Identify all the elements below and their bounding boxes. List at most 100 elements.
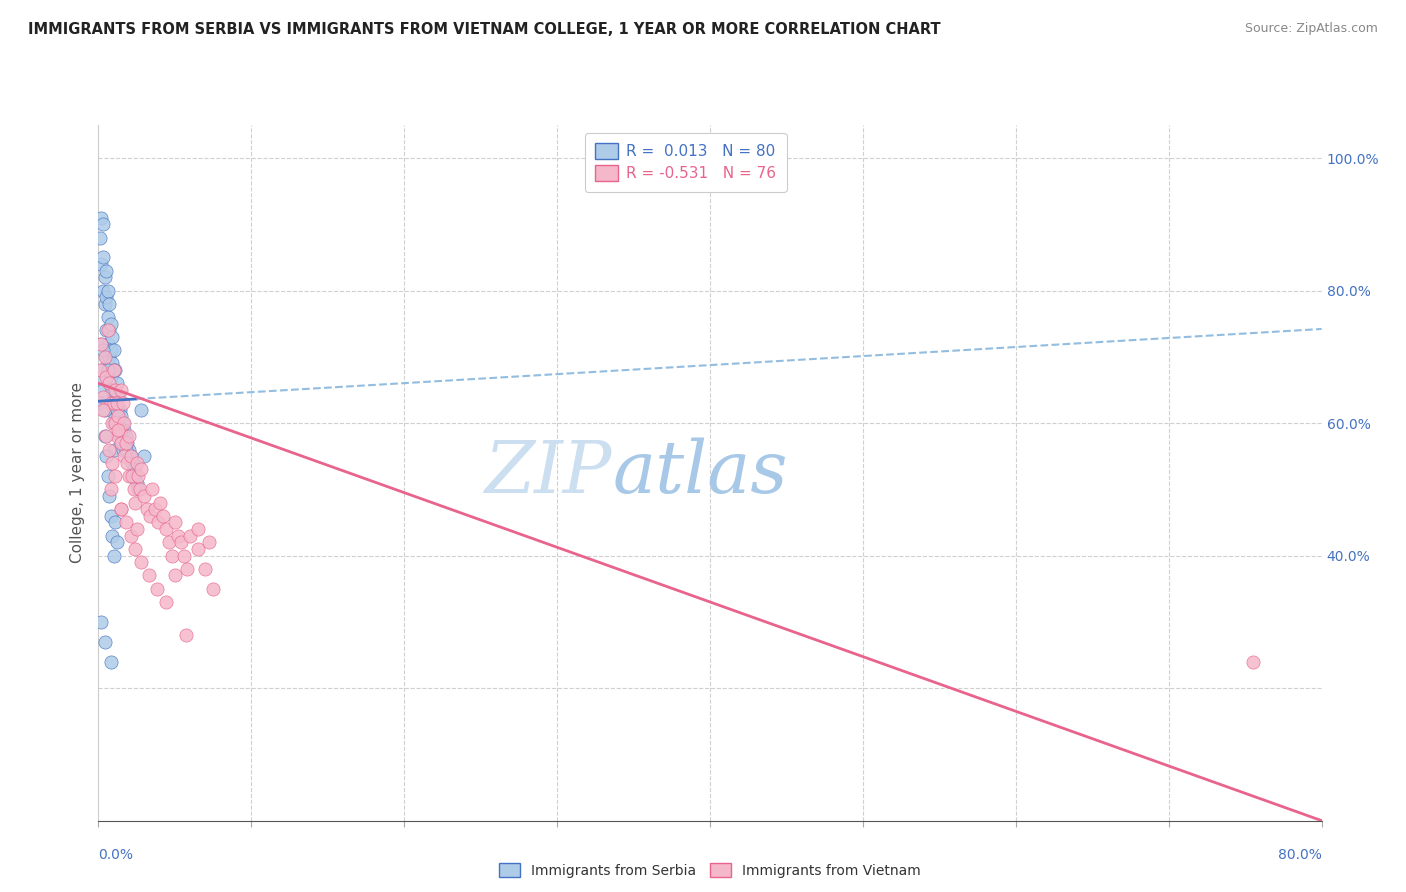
Point bbox=[101, 383, 124, 397]
Point bbox=[155, 522, 177, 536]
Point bbox=[101, 529, 124, 543]
Point bbox=[110, 502, 132, 516]
Legend: Immigrants from Serbia, Immigrants from Vietnam: Immigrants from Serbia, Immigrants from … bbox=[494, 857, 927, 883]
Point bbox=[90, 257, 112, 271]
Text: 80.0%: 80.0% bbox=[1278, 848, 1322, 863]
Point bbox=[101, 356, 124, 370]
Point bbox=[176, 562, 198, 576]
Point bbox=[120, 449, 142, 463]
Point bbox=[127, 483, 149, 497]
Point bbox=[187, 522, 209, 536]
Point bbox=[120, 449, 142, 463]
Point bbox=[115, 429, 138, 443]
Point bbox=[104, 383, 127, 397]
Point bbox=[118, 469, 141, 483]
Point bbox=[103, 363, 125, 377]
Point bbox=[94, 263, 117, 277]
Point bbox=[139, 508, 162, 523]
Point bbox=[100, 655, 122, 669]
Point bbox=[90, 336, 112, 351]
Point bbox=[89, 230, 111, 244]
Point bbox=[134, 489, 156, 503]
Point bbox=[146, 516, 169, 530]
Text: IMMIGRANTS FROM SERBIA VS IMMIGRANTS FROM VIETNAM COLLEGE, 1 YEAR OR MORE CORREL: IMMIGRANTS FROM SERBIA VS IMMIGRANTS FRO… bbox=[28, 22, 941, 37]
Point bbox=[124, 541, 146, 556]
Point bbox=[101, 416, 124, 430]
Point bbox=[197, 535, 219, 549]
Point bbox=[90, 211, 112, 225]
Point bbox=[94, 350, 117, 364]
Text: ZIP: ZIP bbox=[485, 437, 612, 508]
Point bbox=[107, 416, 129, 430]
Point bbox=[163, 568, 186, 582]
Point bbox=[103, 396, 125, 410]
Point bbox=[91, 251, 114, 265]
Point bbox=[125, 475, 148, 490]
Point bbox=[90, 615, 112, 629]
Point bbox=[115, 516, 138, 530]
Y-axis label: College, 1 year or more: College, 1 year or more bbox=[70, 383, 86, 563]
Point bbox=[187, 541, 209, 556]
Point bbox=[121, 456, 143, 470]
Point bbox=[202, 582, 225, 596]
Point bbox=[124, 495, 146, 509]
Point bbox=[101, 383, 124, 397]
Point bbox=[98, 489, 121, 503]
Point bbox=[97, 336, 120, 351]
Point bbox=[103, 363, 125, 377]
Point bbox=[93, 297, 115, 311]
Point bbox=[101, 330, 124, 344]
Text: atlas: atlas bbox=[612, 437, 787, 508]
Point bbox=[104, 363, 127, 377]
Point bbox=[94, 290, 117, 304]
Point bbox=[100, 483, 122, 497]
Point bbox=[110, 383, 132, 397]
Point bbox=[160, 549, 183, 563]
Point bbox=[103, 390, 125, 404]
Point bbox=[149, 495, 172, 509]
Point bbox=[120, 529, 142, 543]
Point bbox=[179, 529, 201, 543]
Point bbox=[91, 390, 114, 404]
Point bbox=[91, 284, 114, 298]
Point bbox=[100, 396, 122, 410]
Point bbox=[136, 502, 159, 516]
Point bbox=[91, 402, 114, 417]
Point bbox=[89, 363, 111, 377]
Point bbox=[110, 436, 132, 450]
Point bbox=[91, 383, 114, 397]
Point bbox=[97, 310, 120, 324]
Point bbox=[167, 529, 190, 543]
Point bbox=[98, 350, 121, 364]
Point bbox=[163, 516, 186, 530]
Point bbox=[141, 483, 163, 497]
Point bbox=[94, 449, 117, 463]
Point bbox=[107, 390, 129, 404]
Point bbox=[91, 217, 114, 231]
Point bbox=[108, 402, 131, 417]
Point bbox=[97, 363, 120, 377]
Point bbox=[104, 409, 127, 424]
Point bbox=[107, 423, 129, 437]
Point bbox=[93, 270, 115, 285]
Point bbox=[100, 369, 122, 384]
Point bbox=[134, 449, 156, 463]
Text: Source: ZipAtlas.com: Source: ZipAtlas.com bbox=[1244, 22, 1378, 36]
Point bbox=[97, 323, 120, 337]
Point bbox=[145, 582, 167, 596]
Point bbox=[129, 555, 152, 569]
Point bbox=[115, 442, 138, 457]
Point bbox=[89, 396, 111, 410]
Point bbox=[100, 343, 122, 358]
Point bbox=[103, 416, 125, 430]
Point bbox=[104, 383, 127, 397]
Point bbox=[108, 423, 131, 437]
Point bbox=[174, 628, 197, 642]
Point bbox=[121, 469, 143, 483]
Point bbox=[100, 508, 122, 523]
Point bbox=[105, 376, 128, 391]
Point bbox=[93, 634, 115, 648]
Point bbox=[118, 442, 141, 457]
Point bbox=[107, 409, 129, 424]
Point bbox=[128, 483, 150, 497]
